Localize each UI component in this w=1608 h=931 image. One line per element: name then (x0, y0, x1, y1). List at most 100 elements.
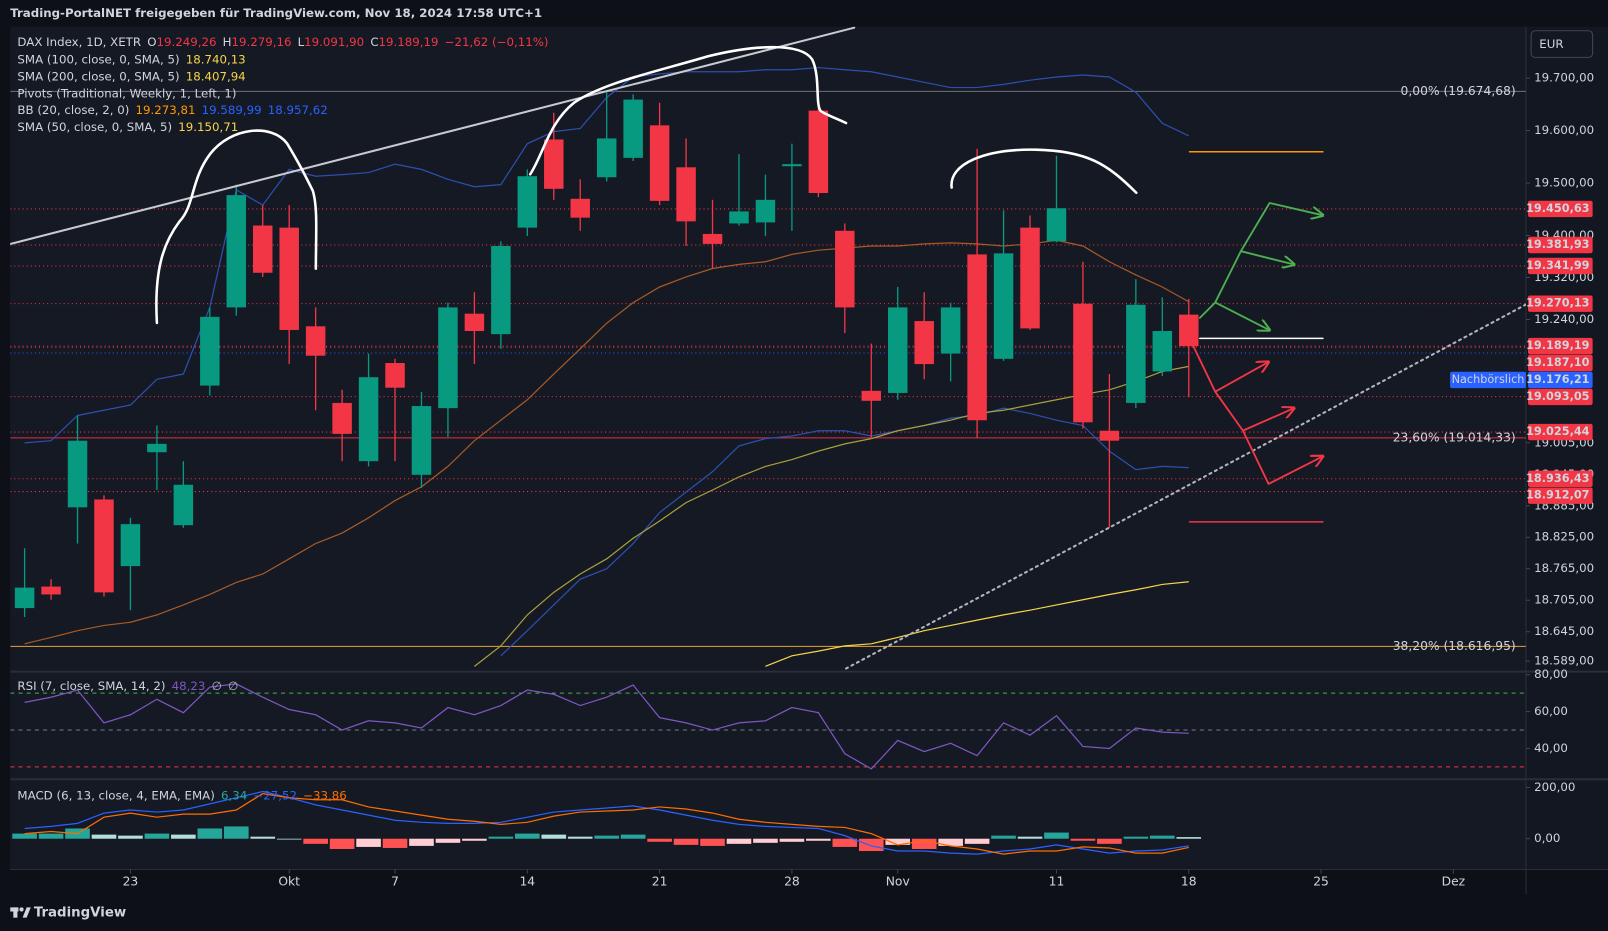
y-tick-label: 18.825,00 (1534, 530, 1594, 544)
hand-drawn-arc (528, 45, 848, 176)
candle-body (808, 110, 829, 194)
currency-label[interactable]: EUR (1539, 37, 1563, 51)
y-tick-label: 18.645,00 (1534, 624, 1594, 638)
y-tick-label: 19.500,00 (1534, 176, 1594, 190)
macd-histogram-bar (753, 838, 778, 843)
macd-histogram-bar (885, 838, 911, 845)
legend-value: −27,52 (253, 788, 297, 802)
candle-body (544, 139, 564, 189)
legend-value: 19.273,81 (136, 103, 196, 117)
legend-key: C (370, 35, 378, 49)
price-tag-note (1450, 371, 1526, 389)
macd-histogram-bar (250, 836, 276, 839)
legend-value: 18.407,94 (186, 69, 246, 83)
plot-background (10, 26, 1526, 870)
legend-value: 6,34 (221, 788, 247, 802)
candle-body (438, 307, 458, 409)
x-tick-label: Okt (278, 874, 300, 888)
macd-histogram-bar (462, 838, 487, 841)
price-tag (1528, 470, 1593, 487)
macd-histogram-bar (1123, 836, 1149, 839)
currency-button[interactable] (1530, 30, 1594, 58)
macd-histogram-bar (1097, 838, 1122, 844)
macd-histogram-bar (303, 838, 328, 844)
price-tag (1528, 487, 1593, 504)
macd-histogram-bar (779, 838, 805, 842)
y-tick-label: 200,00 (1534, 780, 1575, 794)
signal-line (24, 792, 1189, 855)
macd-histogram-bar (515, 833, 540, 839)
indicator-line (474, 365, 1189, 667)
macd-histogram-bar (1176, 837, 1202, 839)
legend-indicator: BB (20, close, 2, 0) (17, 103, 129, 117)
legend-key: O (147, 35, 156, 49)
candle-body (649, 125, 670, 201)
price-tag-label: 19.176,21 (1526, 373, 1590, 386)
brand-logo (10, 907, 31, 918)
legend-indicator: RSI (7, close, SMA, 14, 2) (17, 678, 165, 692)
legend-key: L (298, 35, 305, 49)
candle-body (623, 99, 643, 158)
candle-body (967, 254, 987, 421)
price-tag-label: 19.187,10 (1526, 356, 1590, 369)
macd-histogram-bar (991, 835, 1016, 839)
macd-pane (12, 790, 1202, 855)
macd-histogram-bar (700, 838, 725, 846)
indicator-line (24, 239, 1190, 645)
scenario-arrow (1214, 301, 1269, 330)
y-tick-label: 80,00 (1534, 667, 1568, 681)
price-tag (1528, 388, 1593, 406)
macd-histogram-bar (144, 833, 170, 839)
candle-body (570, 198, 590, 218)
legend-indicator: Pivots (Traditional, Weekly, 1, Left, 1) (17, 86, 236, 100)
candle-body (120, 524, 141, 567)
candle-body (835, 230, 855, 308)
candle-body (491, 246, 511, 335)
legend-value: 18.957,62 (268, 103, 328, 117)
rsi-pane (10, 683, 1526, 770)
macd-histogram-bar (594, 835, 619, 839)
scenario-arrow (1241, 429, 1323, 485)
drawings (10, 26, 1526, 670)
macd-histogram-bar (118, 835, 143, 839)
price-pane (14, 66, 1199, 667)
legend-change: −21,62 (−0,11%) (445, 35, 549, 49)
macd-histogram-bar (435, 838, 461, 843)
macd-histogram-bar (726, 838, 752, 844)
candle-body (887, 307, 908, 393)
legend-row: RSI (7, close, SMA, 14, 2) 48,23 ∅ ∅ (17, 678, 238, 692)
candle-body (14, 587, 35, 609)
legend-row: SMA (100, close, 0, SMA, 5) 18.740,13 (17, 52, 245, 66)
candle-body (147, 443, 167, 453)
candle-body (464, 313, 485, 332)
candle-body (1126, 304, 1146, 403)
legend-value: 19.189,19 (379, 35, 439, 49)
macd-histogram-bar (329, 838, 355, 849)
candle-body (993, 253, 1014, 359)
y-tick-label: 60,00 (1534, 704, 1568, 718)
candle-body (517, 176, 538, 228)
macd-histogram-bar (91, 834, 117, 839)
x-tick-label: 7 (391, 874, 399, 888)
macd-histogram-bar (673, 838, 699, 845)
y-tick-label: 19.240,00 (1534, 312, 1594, 326)
macd-histogram-bar (911, 838, 937, 849)
candle-body (94, 499, 114, 593)
candle-body (729, 211, 749, 224)
price-tag (1528, 354, 1593, 372)
macd-histogram-bar (1150, 835, 1175, 839)
candle-body (200, 316, 220, 386)
macd-histogram-bar (197, 828, 223, 839)
candle-body (1099, 430, 1120, 441)
price-tag-label: 19.270,13 (1526, 297, 1589, 310)
candle-body (305, 326, 326, 356)
x-tick-label: 14 (519, 874, 535, 888)
price-tag (1528, 371, 1593, 389)
fib-label: 23,60% (19.014,33) (1393, 430, 1516, 444)
candle-body (1152, 331, 1173, 372)
hand-drawn-arc (950, 148, 1138, 195)
indicator-line (500, 407, 1189, 657)
legend-value: 19.249,26 (157, 35, 217, 49)
legend-indicator: MACD (6, 13, close, 4, EMA, EMA) (17, 788, 214, 802)
legend-value: −33,86 (303, 788, 347, 802)
